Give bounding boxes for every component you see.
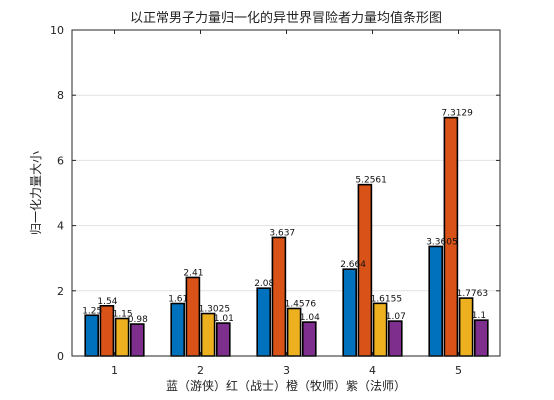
bar-series-3-cat-1 xyxy=(114,317,130,357)
y-axis-label: 归一化力量大小 xyxy=(29,151,43,235)
data-label: 1.04 xyxy=(300,313,320,323)
data-label: 1.01 xyxy=(214,314,234,324)
data-label: 3.637 xyxy=(269,228,295,238)
data-label: 3.3605 xyxy=(426,237,458,247)
data-label: 2.41 xyxy=(183,268,203,278)
data-label: 1.7763 xyxy=(457,289,489,299)
y-tick-label: 10 xyxy=(50,24,64,37)
x-tick-label: 4 xyxy=(369,364,376,377)
data-label: 1.1 xyxy=(472,311,486,321)
bar-series-1-cat-4 xyxy=(342,268,358,357)
data-label: 1.4576 xyxy=(285,299,317,309)
bar-series-1-cat-5 xyxy=(428,245,444,357)
x-tick-label: 3 xyxy=(283,364,290,377)
data-label: 1.6155 xyxy=(371,294,403,304)
data-label: 2.08 xyxy=(254,279,274,289)
bar-series-3-cat-5 xyxy=(458,297,474,357)
bar-series-2-cat-1 xyxy=(99,304,115,357)
x-tick-label: 2 xyxy=(197,364,204,377)
bar-series-4-cat-2 xyxy=(216,322,231,357)
bar-series-2-cat-3 xyxy=(271,236,287,357)
x-tick-label: 5 xyxy=(455,364,462,377)
x-tick-label: 1 xyxy=(111,364,118,377)
y-tick-label: 2 xyxy=(57,285,64,298)
bar-series-4-cat-5 xyxy=(473,319,489,357)
data-label: 1.15 xyxy=(113,310,133,320)
bar-series-3-cat-4 xyxy=(372,302,388,357)
data-label: 1.07 xyxy=(386,312,406,322)
bar-series-4-cat-1 xyxy=(130,323,145,357)
bar-series-3-cat-3 xyxy=(286,307,302,357)
bar-series-1-cat-1 xyxy=(84,314,99,357)
y-tick-label: 0 xyxy=(57,350,64,363)
chart-title: 以正常男子力量归一化的异世界冒险者力量均值条形图 xyxy=(130,10,442,26)
data-label: 1.25 xyxy=(82,306,102,316)
bar-series-3-cat-2 xyxy=(200,312,216,357)
data-label: 2.664 xyxy=(340,260,366,270)
bar-series-4-cat-3 xyxy=(301,321,317,357)
y-tick-label: 6 xyxy=(57,154,64,167)
data-label: 5.2561 xyxy=(355,176,387,186)
y-tick-label: 8 xyxy=(57,89,64,102)
data-label: 1.3025 xyxy=(199,305,231,315)
bar-series-4-cat-4 xyxy=(387,320,403,357)
bar-series-1-cat-3 xyxy=(256,287,272,357)
bar-series-1-cat-2 xyxy=(170,302,185,357)
data-label: 7.3129 xyxy=(441,109,473,119)
y-tick-label: 4 xyxy=(57,220,64,233)
bar-layer xyxy=(84,116,489,357)
bar-series-2-cat-2 xyxy=(185,276,201,357)
bar-series-2-cat-4 xyxy=(357,183,373,357)
data-label: 1.54 xyxy=(97,297,117,307)
data-label: 0.98 xyxy=(128,315,148,325)
x-axis-label: 蓝（游侠）红（战士）橙（牧师）紫（法师） xyxy=(166,378,406,393)
data-label: 1.61 xyxy=(168,295,188,305)
